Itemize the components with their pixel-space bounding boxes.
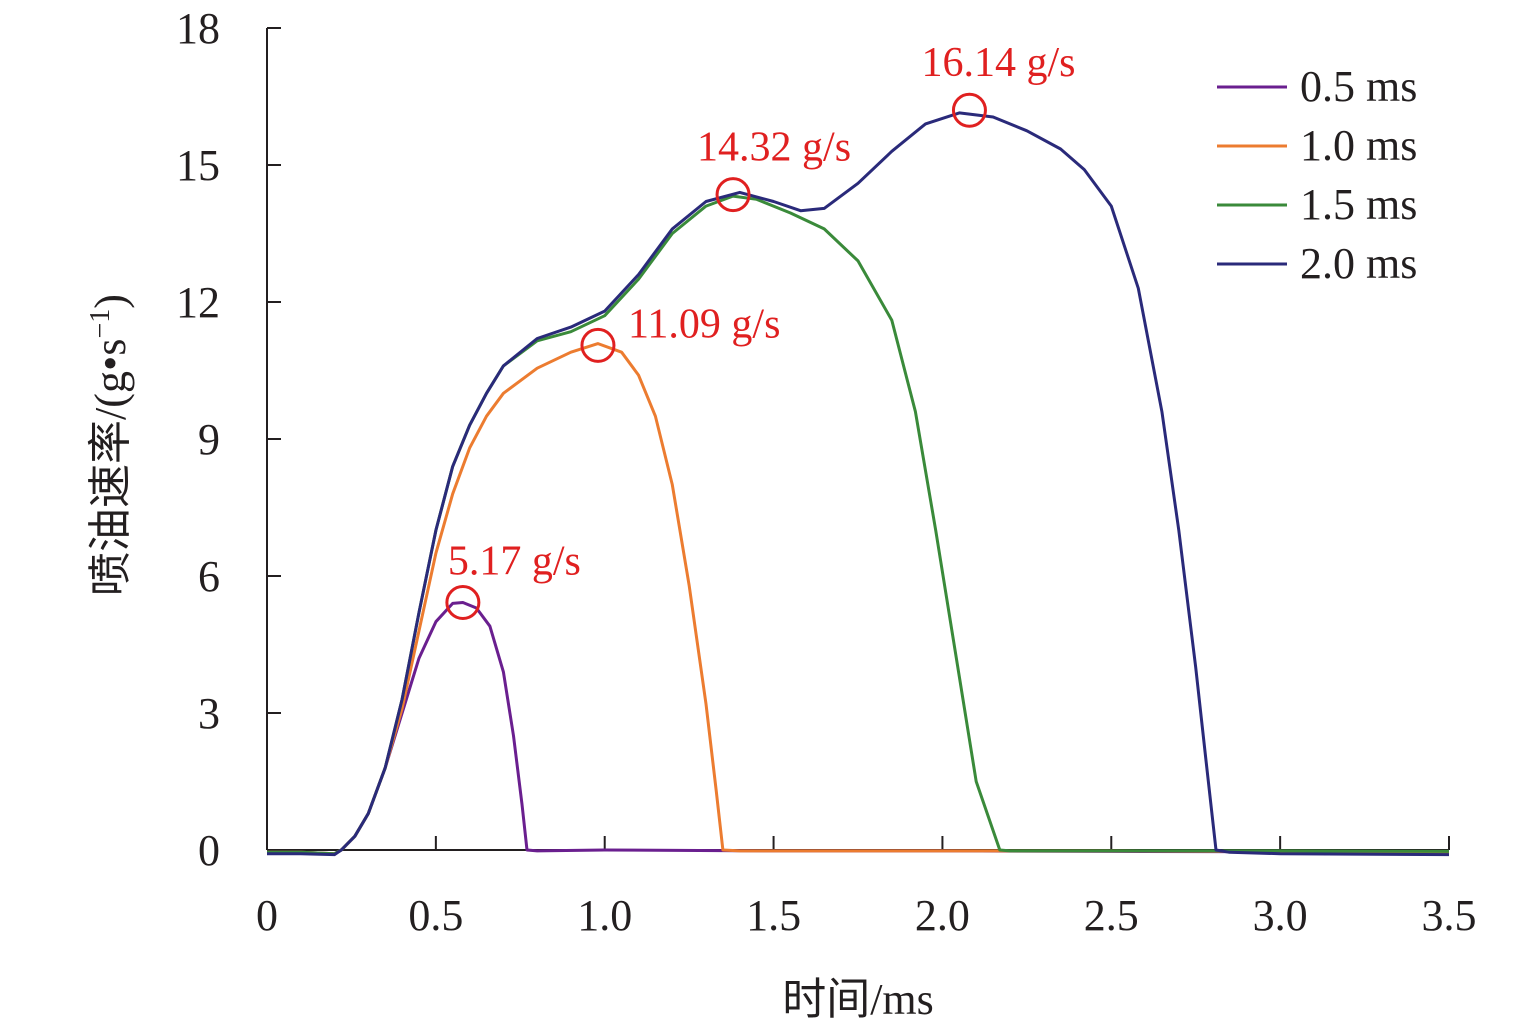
x-tick-label-1: 0.5: [408, 891, 463, 940]
annotation-marker-3: [951, 92, 987, 128]
annotation-marker-1: [580, 327, 616, 363]
y-ticks: 0 3 6 9 12 15 18: [176, 4, 281, 875]
annotation-label-0: 5.17 g/s: [448, 538, 581, 584]
x-ticks: 0 0.5 1.0 1.5 2.0 2.5 3.0 3.5: [256, 836, 1477, 940]
legend-label-1: 1.0 ms: [1300, 121, 1417, 170]
legend-label-2: 1.5 ms: [1300, 180, 1417, 229]
series-line-3: [267, 111, 1450, 857]
y-axis-title-unit: s: [86, 339, 135, 356]
annotation-layer: 5.17 g/s 11.09 g/s 14.32 g/s 16.14 g/s: [445, 40, 1075, 620]
x-tick-label-5: 2.5: [1084, 891, 1139, 940]
x-tick-label-6: 3.0: [1253, 891, 1308, 940]
x-tick-label-3: 1.5: [746, 891, 801, 940]
y-tick-label-1: 3: [198, 689, 220, 738]
series-line-0: [267, 601, 1450, 856]
y-tick-label-4: 12: [176, 278, 220, 327]
series-line-1: [267, 342, 1450, 856]
y-axis-title-close: ): [86, 294, 135, 309]
y-tick-label-5: 15: [176, 141, 220, 190]
y-axis-title-bullet: •: [86, 356, 135, 371]
y-tick-label-6: 18: [176, 4, 220, 53]
series-layer: [267, 111, 1450, 857]
axes: [266, 28, 1449, 851]
x-axis-title: 时间/ms: [782, 975, 934, 1024]
legend: 0.5 ms 1.0 ms 1.5 ms 2.0 ms: [1217, 62, 1417, 288]
annotation-label-2: 14.32 g/s: [697, 125, 851, 171]
y-tick-label-0: 0: [198, 826, 220, 875]
annotation-marker-2: [715, 177, 751, 213]
y-axis-title-main: 喷油速率/(g: [86, 371, 135, 596]
y-axis-title-exponent: −1: [85, 309, 116, 339]
y-tick-label-3: 9: [198, 415, 220, 464]
y-tick-label-2: 6: [198, 552, 220, 601]
x-tick-label-4: 2.0: [915, 891, 970, 940]
x-tick-label-2: 1.0: [577, 891, 632, 940]
annotation-label-1: 11.09 g/s: [628, 301, 780, 347]
legend-label-3: 2.0 ms: [1300, 239, 1417, 288]
annotation-label-3: 16.14 g/s: [921, 40, 1075, 86]
legend-label-0: 0.5 ms: [1300, 62, 1417, 111]
annotation-marker-0: [445, 584, 481, 620]
x-tick-label-7: 3.5: [1422, 891, 1477, 940]
x-tick-label-0: 0: [256, 891, 278, 940]
y-axis-title: 喷油速率/(g•s−1): [85, 294, 135, 596]
